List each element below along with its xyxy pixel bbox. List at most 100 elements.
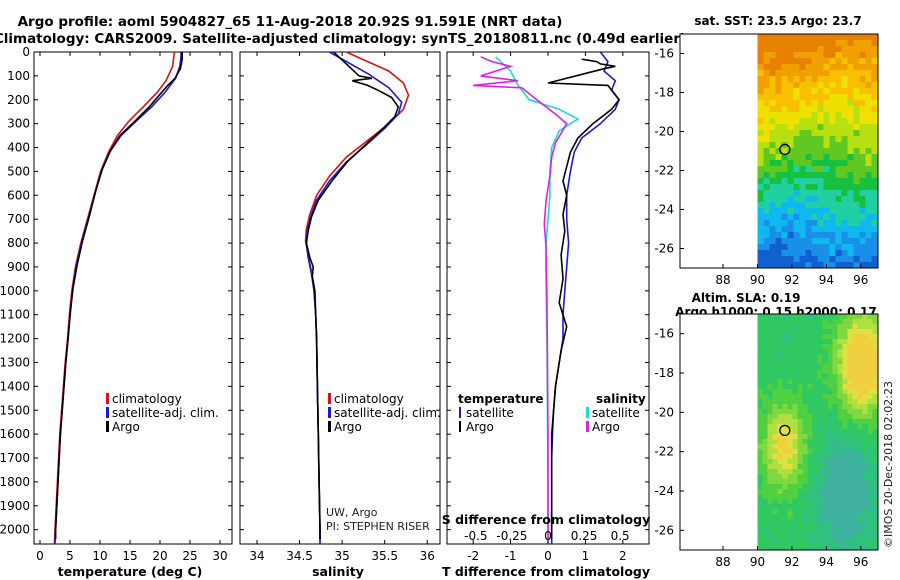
map-cell (781, 100, 788, 107)
map-cell (797, 344, 803, 350)
map-cell (769, 202, 776, 209)
map-cell (797, 449, 803, 455)
map-cell (872, 509, 878, 515)
map-cell (817, 154, 824, 161)
map-y-tick-label: -24 (654, 203, 674, 217)
legend-satellite-swatch (328, 407, 331, 418)
map-cell (862, 369, 868, 375)
map-cell (777, 509, 783, 515)
map-cell (847, 339, 853, 345)
map-cell (787, 469, 793, 475)
map-cell (812, 534, 818, 540)
map-cell (772, 384, 778, 390)
map-cell (865, 232, 872, 239)
map-cell (805, 52, 812, 59)
map-cell (763, 130, 770, 137)
map-cell (823, 178, 830, 185)
map-cell (812, 519, 818, 525)
map-cell (793, 34, 800, 41)
map-cell (812, 489, 818, 495)
temperature-series (53, 52, 183, 544)
map-cell (777, 499, 783, 505)
map-cell (812, 474, 818, 480)
map-cell (762, 329, 768, 335)
map-cell (867, 439, 873, 445)
map-cell (872, 539, 878, 545)
map-cell (777, 484, 783, 490)
map-cell (865, 244, 872, 251)
map-cell (805, 160, 812, 167)
map-cell (781, 220, 788, 227)
map-cell (822, 444, 828, 450)
map-cell (829, 244, 836, 251)
map-cell (762, 424, 768, 430)
map-cell (797, 339, 803, 345)
map-cell (782, 409, 788, 415)
map-cell (847, 244, 854, 251)
map-cell (817, 389, 823, 395)
map-cell (842, 419, 848, 425)
map-cell (757, 208, 764, 215)
map-cell (853, 208, 860, 215)
map-cell (792, 354, 798, 360)
map-cell (805, 202, 812, 209)
map-cell (857, 394, 863, 400)
map-cell (757, 154, 764, 161)
map-cell (867, 529, 873, 535)
map-cell (871, 100, 878, 107)
map-cell (769, 34, 776, 41)
map-cell (777, 464, 783, 470)
map-cell (859, 106, 866, 113)
map-cell (847, 409, 853, 415)
map-cell (799, 82, 806, 89)
map-cell (757, 519, 763, 525)
map-cell (871, 136, 878, 143)
map-cell (763, 244, 770, 251)
map-cell (812, 364, 818, 370)
map-cell (757, 514, 763, 520)
map-cell (822, 429, 828, 435)
map-cell (847, 220, 854, 227)
map-cell (837, 409, 843, 415)
map-cell (767, 349, 773, 355)
map-cell (767, 399, 773, 405)
salinity-panel (239, 51, 441, 545)
map-cell (793, 232, 800, 239)
depth-tick-label: 800 (7, 236, 30, 250)
map-cell (865, 88, 872, 95)
map-cell (872, 319, 878, 325)
depth-tick-label: 100 (7, 69, 30, 83)
map-cell (782, 539, 788, 545)
map-cell (817, 319, 823, 325)
map-cell (772, 439, 778, 445)
map-cell (772, 524, 778, 530)
map-cell (782, 394, 788, 400)
map-cell (757, 414, 763, 420)
map-cell (787, 154, 794, 161)
map-cell (842, 389, 848, 395)
map-cell (842, 539, 848, 545)
map-cell (757, 479, 763, 485)
map-cell (817, 449, 823, 455)
map-cell (799, 118, 806, 125)
axis-ticks: 0 5 10 15 20 25 30 34 34.5 35 35.5 36 -2 -1 0 1 2-0.5 -0.… (34, 51, 649, 563)
map-cell (865, 250, 872, 257)
map-cell (871, 88, 878, 95)
map-cell (802, 489, 808, 495)
map-cell (827, 319, 833, 325)
argo-location-marker (779, 424, 791, 437)
map-cell (835, 160, 842, 167)
map-cell (787, 519, 793, 525)
map-cell (871, 190, 878, 197)
map-cell (847, 64, 854, 71)
map-cell (817, 256, 824, 263)
map-cell (822, 419, 828, 425)
map-cell (841, 202, 848, 209)
map-cell (772, 354, 778, 360)
map-cell (763, 40, 770, 47)
map-cell (823, 232, 830, 239)
map-cell (805, 250, 812, 257)
map-cell (842, 434, 848, 440)
map-cell (763, 166, 770, 173)
depth-tick-label: 2000 (0, 523, 30, 537)
